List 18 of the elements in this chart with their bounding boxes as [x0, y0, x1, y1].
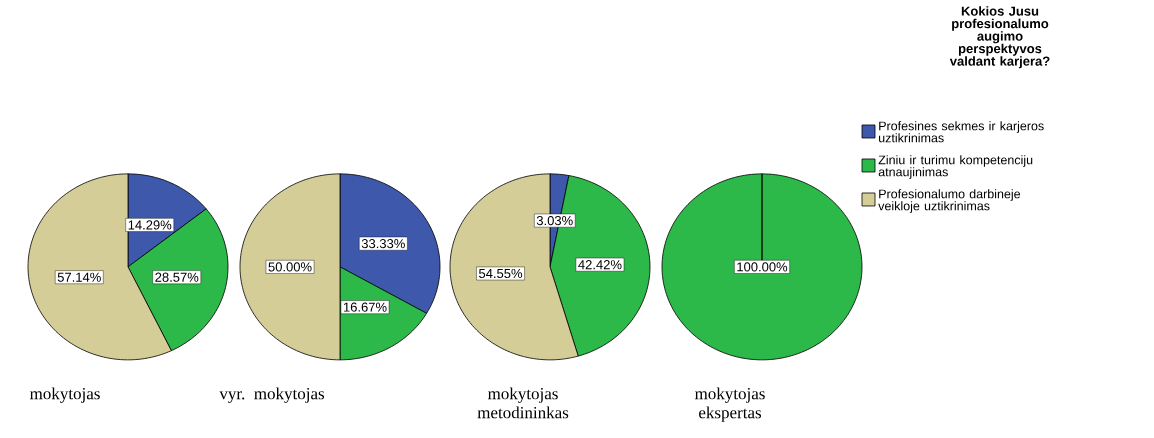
- text: mokytojas: [29, 387, 100, 403]
- data-label: 100.00%: [737, 262, 788, 272]
- data-label: 57.14%: [57, 272, 101, 282]
- data-label: 14.29%: [128, 220, 172, 230]
- data-label: 42.42%: [578, 260, 622, 270]
- legend-label: Profesionalumo darbineje veikloje uztikrinimas: [878, 189, 1021, 213]
- text: mokytojas metodininkas: [477, 387, 569, 419]
- text: vyr. mokytojas: [219, 387, 325, 403]
- data-label: 33.33%: [361, 239, 405, 249]
- data-label: 28.57%: [155, 272, 199, 282]
- legend-label: Ziniu ir turimu kompetenciju atnaujinimas: [878, 155, 1033, 179]
- text: mokytojas ekspertas: [694, 387, 765, 422]
- data-label: 16.67%: [343, 302, 387, 312]
- data-label: 3.03%: [536, 215, 573, 226]
- data-label: 50.00%: [268, 262, 312, 272]
- legend-title: Kokios Jusu profesionalumo augimo perspektyvos valdant karjera?: [949, 6, 1050, 69]
- data-label: 54.55%: [478, 268, 523, 279]
- legend-label: Profesines sekmes ir karjeros uztikrinimas: [879, 121, 1044, 143]
